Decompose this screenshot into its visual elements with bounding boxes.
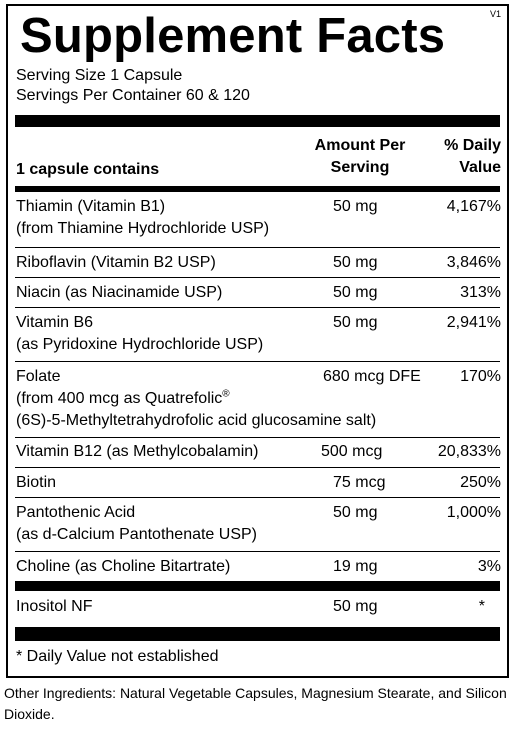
- nutrient-daily-value: *: [478, 598, 485, 615]
- nutrient-amount: 50 mg: [333, 504, 378, 521]
- nutrient-amount: 500 mcg: [321, 443, 383, 460]
- nutrient-daily-value: 3,846%: [446, 254, 501, 271]
- nutrient-daily-value: 1,000%: [446, 504, 501, 521]
- nutrient-amount: 19 mg: [333, 558, 378, 575]
- nutrient-daily-value: 3%: [477, 558, 501, 575]
- header-divider: [15, 186, 500, 192]
- nutrient-amount: 50 mg: [333, 254, 378, 271]
- row-divider: [15, 467, 500, 468]
- panel-title: Supplement Facts: [20, 9, 446, 63]
- nutrient-name: Inositol NF: [16, 598, 93, 615]
- nutrient-daily-value: 250%: [460, 474, 501, 491]
- nutrient-amount: 50 mg: [333, 314, 378, 331]
- header-amount-line1: Amount Per: [314, 137, 406, 154]
- nutrient-name: Pantothenic Acid (as d-Calcium Pantothen…: [16, 502, 257, 546]
- row-divider: [15, 551, 500, 552]
- nutrient-name: Niacin (as Niacinamide USP): [16, 284, 223, 301]
- daily-value-footnote: * Daily Value not established: [16, 648, 219, 665]
- nutrient-name: Riboflavin (Vitamin B2 USP): [16, 254, 216, 271]
- nutrient-name-line1: Thiamin (Vitamin B1): [16, 198, 166, 215]
- nutrient-name: Thiamin (Vitamin B1) (from Thiamine Hydr…: [16, 196, 269, 240]
- header-dv-line1: % Daily: [444, 137, 501, 154]
- nutrient-name-line2: (from 400 mcg as Quatrefolic®: [16, 388, 376, 410]
- nutrient-name-line1: Vitamin B6: [16, 314, 94, 331]
- nutrient-name-line2: (as d-Calcium Pantothenate USP): [16, 526, 257, 543]
- nutrient-name: Choline (as Choline Bitartrate): [16, 558, 231, 575]
- nutrient-amount: 680 mcg DFE: [323, 368, 421, 385]
- header-contains: 1 capsule contains: [16, 161, 160, 178]
- version-code: V1: [489, 9, 501, 19]
- row-divider: [15, 361, 500, 362]
- nutrient-name-line2: (as Pyridoxine Hydrochloride USP): [16, 336, 264, 353]
- header-dv-line2: Value: [459, 159, 501, 176]
- thick-divider-top: [15, 115, 500, 127]
- row-divider: [15, 437, 500, 438]
- servings-per-container: Servings Per Container 60 & 120: [16, 87, 250, 104]
- nutrient-daily-value: 4,167%: [446, 198, 501, 215]
- header-daily-value: % Daily Value: [444, 135, 501, 179]
- row-divider: [15, 247, 500, 248]
- registered-mark: ®: [222, 388, 230, 400]
- header-amount: Amount Per Serving: [304, 135, 416, 179]
- nutrient-amount: 75 mcg: [333, 474, 386, 491]
- nutrient-daily-value: 313%: [460, 284, 501, 301]
- nutrient-daily-value: 20,833%: [437, 443, 501, 460]
- header-amount-line2: Serving: [330, 159, 390, 176]
- nutrient-name-line2-text: (from 400 mcg as Quatrefolic: [16, 390, 223, 407]
- nutrient-name-line1: Folate: [16, 368, 61, 385]
- nutrient-name: Vitamin B12 (as Methylcobalamin): [16, 443, 259, 460]
- nutrient-daily-value: 2,941%: [446, 314, 501, 331]
- row-divider: [15, 277, 500, 278]
- row-divider: [15, 497, 500, 498]
- nutrient-amount: 50 mg: [333, 284, 378, 301]
- row-divider: [15, 307, 500, 308]
- supplement-facts-panel: Supplement Facts V1 Serving Size 1 Capsu…: [6, 4, 509, 678]
- nutrient-amount: 50 mg: [333, 198, 378, 215]
- thick-divider-middle: [15, 581, 500, 591]
- nutrient-name: Biotin: [16, 474, 57, 491]
- nutrient-name-line3: (6S)-5-Methyltetrahydrofolic acid glucos…: [16, 412, 377, 429]
- nutrient-daily-value: 170%: [460, 368, 501, 385]
- nutrient-amount: 50 mg: [333, 598, 378, 615]
- nutrient-name-line1: Pantothenic Acid: [16, 504, 136, 521]
- serving-size: Serving Size 1 Capsule: [16, 67, 183, 84]
- other-ingredients: Other Ingredients: Natural Vegetable Cap…: [4, 685, 507, 722]
- nutrient-name: Vitamin B6 (as Pyridoxine Hydrochloride …: [16, 312, 263, 356]
- nutrient-name: Folate (from 400 mcg as Quatrefolic® (6S…: [16, 366, 376, 432]
- thick-divider-bottom: [15, 627, 500, 641]
- nutrient-name-line2: (from Thiamine Hydrochloride USP): [16, 220, 270, 237]
